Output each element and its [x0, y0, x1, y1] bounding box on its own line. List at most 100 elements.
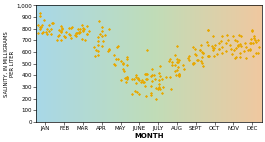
Point [206, 29, 210, 32]
Point [157, 86, 161, 88]
Point [125, 58, 129, 60]
Point [249, 38, 253, 40]
Point [198, 49, 202, 51]
Point [220, 35, 224, 37]
Point [242, 50, 247, 52]
Point [212, 46, 216, 49]
Point [122, 70, 126, 72]
Point [134, 82, 138, 84]
Point [69, 26, 74, 29]
Point [196, 59, 200, 61]
Point [167, 59, 172, 62]
Point [255, 52, 260, 54]
Point [168, 58, 172, 61]
Point [94, 49, 98, 51]
Point [194, 54, 198, 56]
Point [239, 35, 243, 37]
Point [38, 12, 42, 14]
Point [45, 33, 49, 36]
Point [210, 44, 215, 47]
Point [124, 76, 129, 78]
Point [149, 75, 153, 77]
Point [44, 31, 48, 33]
Point [96, 40, 100, 42]
Point [38, 28, 42, 30]
Point [96, 54, 100, 56]
Point [191, 46, 195, 48]
Point [85, 25, 89, 27]
Point [141, 81, 145, 83]
Point [173, 69, 178, 72]
Point [254, 41, 259, 43]
Point [205, 40, 209, 43]
Point [76, 28, 80, 30]
Point [174, 45, 179, 47]
Point [157, 83, 161, 85]
Point [107, 27, 111, 30]
Point [144, 73, 149, 75]
Point [137, 79, 141, 81]
Point [47, 23, 51, 26]
Point [62, 35, 67, 37]
Point [40, 24, 45, 27]
Point [228, 44, 232, 46]
Point [150, 80, 154, 83]
Point [206, 55, 211, 57]
Point [217, 48, 221, 50]
Point [201, 52, 205, 55]
Point [119, 79, 123, 81]
Point [64, 30, 68, 33]
Point [78, 28, 82, 31]
Point [175, 58, 179, 60]
Point [180, 64, 185, 66]
Point [237, 34, 241, 36]
Point [177, 73, 181, 76]
Point [248, 48, 252, 50]
Point [125, 76, 129, 78]
Point [67, 27, 71, 29]
Point [158, 64, 162, 67]
Point [107, 48, 112, 50]
Point [48, 28, 53, 30]
Point [248, 42, 252, 44]
Point [175, 69, 179, 71]
Point [59, 30, 63, 33]
Point [212, 55, 217, 57]
Point [170, 61, 174, 63]
Point [59, 30, 63, 33]
Point [238, 43, 242, 45]
Point [41, 31, 46, 33]
Point [158, 88, 162, 90]
Point [217, 42, 222, 44]
Point [232, 48, 236, 51]
Point [132, 78, 136, 80]
Point [156, 88, 160, 91]
Point [200, 62, 204, 65]
Point [219, 52, 224, 54]
Point [251, 42, 255, 44]
Point [80, 24, 84, 27]
Point [205, 29, 210, 31]
Point [174, 74, 178, 76]
Point [85, 32, 89, 35]
Point [220, 46, 224, 48]
Point [103, 34, 107, 36]
Point [100, 30, 104, 32]
Point [215, 53, 219, 56]
Point [153, 78, 157, 80]
Point [136, 78, 140, 80]
Point [226, 39, 230, 41]
X-axis label: MONTH: MONTH [134, 132, 164, 139]
Point [78, 31, 82, 33]
Point [144, 77, 149, 80]
Point [112, 63, 116, 66]
Point [231, 35, 235, 37]
Point [119, 60, 123, 62]
Point [132, 90, 137, 92]
Point [59, 24, 63, 27]
Point [230, 52, 234, 55]
Point [144, 73, 148, 75]
Point [174, 61, 179, 63]
Point [248, 49, 253, 51]
Point [149, 92, 153, 94]
